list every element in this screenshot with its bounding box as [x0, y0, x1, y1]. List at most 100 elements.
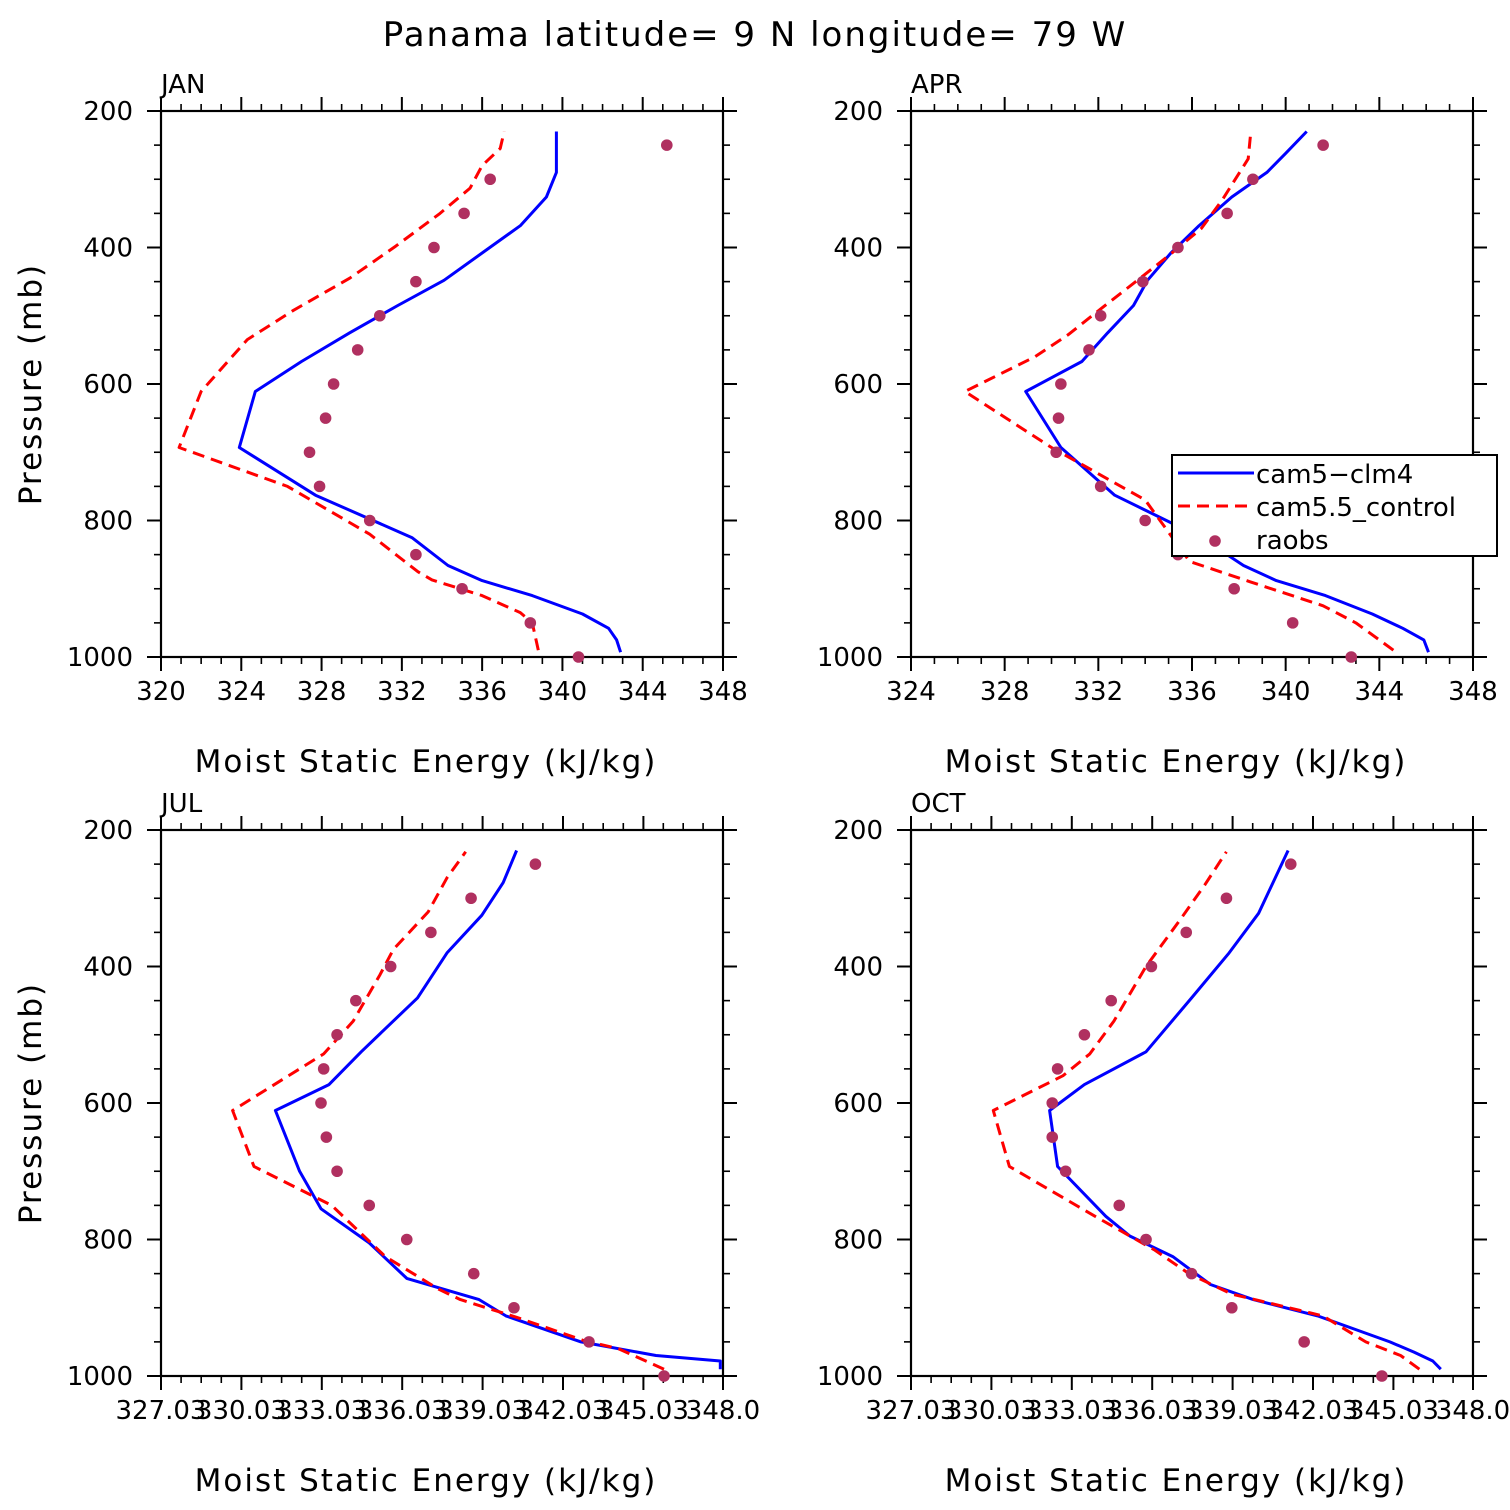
raobs-point: [467, 1267, 480, 1280]
raobs-point: [1317, 139, 1329, 151]
x-tick-label: 336: [1167, 677, 1217, 707]
y-tick-label: 600: [83, 1089, 133, 1119]
raobs-point: [1140, 1233, 1152, 1246]
raobs-point: [1284, 858, 1297, 870]
y-tick-label: 1000: [67, 643, 133, 673]
raobs-point: [1220, 892, 1233, 905]
x-tick-label: 324: [886, 677, 936, 707]
raobs-point: [320, 1131, 333, 1143]
y-tick-label: 400: [83, 234, 133, 264]
y-tick-label: 800: [83, 507, 133, 537]
x-tick-label: 336.03: [1107, 1396, 1198, 1426]
y-tick-label: 600: [833, 370, 883, 400]
x-tick-label: 345.03: [1348, 1396, 1439, 1426]
raobs-point: [1094, 480, 1107, 493]
x-tick-label: 344: [618, 677, 668, 707]
panel-oct: OCT327.03330.03333.03336.03339.03342.033…: [817, 789, 1510, 1499]
x-tick-label: 333.03: [1026, 1396, 1117, 1426]
raobs-point: [1185, 1267, 1198, 1280]
x-tick-label: 344: [1355, 677, 1405, 707]
raobs-point: [1113, 1199, 1126, 1212]
raobs-point: [1247, 173, 1259, 186]
raobs-point: [1345, 651, 1358, 663]
raobs-point: [303, 446, 316, 459]
raobs-point: [1180, 926, 1193, 939]
x-tick-label: 339.03: [437, 1396, 528, 1426]
raobs-point: [425, 926, 437, 939]
x-tick-label: 328: [980, 677, 1030, 707]
raobs-point: [331, 1165, 343, 1178]
raobs-point: [529, 858, 542, 870]
raobs-point: [1051, 1063, 1064, 1075]
raobs-point: [1083, 344, 1095, 356]
series-cam5-5-control-line: [231, 850, 665, 1371]
y-tick-label: 800: [833, 1226, 883, 1256]
x-tick-label: 340: [1261, 677, 1311, 707]
raobs-point: [315, 1097, 327, 1109]
x-tick-label: 330.03: [196, 1396, 287, 1426]
raobs-point: [1286, 617, 1299, 629]
raobs-point: [465, 892, 477, 905]
raobs-point: [1376, 1370, 1388, 1382]
x-tick-label: 324: [216, 677, 266, 707]
series-cam5-5-control-line: [963, 134, 1395, 652]
raobs-point: [456, 582, 468, 595]
x-tick-label: 348.0: [686, 1396, 760, 1426]
raobs-point: [484, 173, 496, 186]
raobs-point: [1145, 960, 1158, 973]
raobs-point: [1225, 1301, 1238, 1314]
raobs-point: [658, 1370, 670, 1382]
panel-title: JAN: [159, 70, 205, 100]
panel-jan: JAN 320 324 328 332 336 340 344 348 200 400 600 800 1…: [13, 70, 748, 780]
x-tick-label: 332: [377, 677, 427, 707]
raobs-point: [331, 1028, 343, 1041]
raobs-point: [1172, 241, 1184, 254]
y-tick-label: 1000: [817, 643, 883, 673]
legend-label: cam5.5_control: [1256, 493, 1456, 523]
y-tick-label: 200: [833, 816, 883, 846]
y-axis-title: Pressure (mb): [13, 263, 49, 505]
series-raobs: [1046, 858, 1388, 1382]
x-tick-label: 345.03: [598, 1396, 689, 1426]
raobs-point: [1046, 1097, 1059, 1109]
raobs-point: [319, 412, 332, 424]
x-tick-label: 339.03: [1187, 1396, 1278, 1426]
x-tick-label: 320: [136, 677, 186, 707]
raobs-point: [1094, 309, 1107, 322]
panel-title: APR: [911, 70, 963, 100]
raobs-point: [363, 514, 376, 527]
raobs-point: [1046, 1131, 1059, 1143]
x-tick-label: 336.03: [357, 1396, 448, 1426]
raobs-point: [1050, 446, 1062, 459]
series-cam5-5-control-line: [177, 131, 540, 651]
y-axis-title: Pressure (mb): [13, 982, 49, 1224]
legend-label: raobs: [1256, 526, 1329, 556]
y-tick-label: 200: [833, 97, 883, 127]
raobs-point: [350, 994, 362, 1007]
raobs-point: [583, 1336, 595, 1348]
raobs-point: [317, 1063, 330, 1075]
raobs-point: [410, 548, 422, 561]
x-tick-label: 333.03: [276, 1396, 367, 1426]
y-tick-label: 200: [83, 97, 133, 127]
y-tick-label: 600: [833, 1089, 883, 1119]
raobs-point: [327, 378, 340, 390]
raobs-point: [351, 344, 364, 356]
x-tick-label: 342.03: [1268, 1396, 1359, 1426]
x-tick-label: 348: [1448, 677, 1498, 707]
raobs-point: [363, 1199, 376, 1212]
panel-title: OCT: [911, 789, 966, 819]
raobs-point: [1055, 378, 1067, 390]
series-raobs: [315, 858, 670, 1382]
x-tick-label: 348: [698, 677, 748, 707]
x-tick-label: 330.03: [946, 1396, 1037, 1426]
x-tick-label: 336: [457, 677, 507, 707]
x-axis-title: Moist Static Energy (kJ/kg): [195, 744, 658, 780]
y-tick-label: 800: [833, 507, 883, 537]
y-tick-label: 400: [833, 234, 883, 264]
x-tick-label: 332: [1074, 677, 1124, 707]
raobs-point: [400, 1233, 413, 1246]
